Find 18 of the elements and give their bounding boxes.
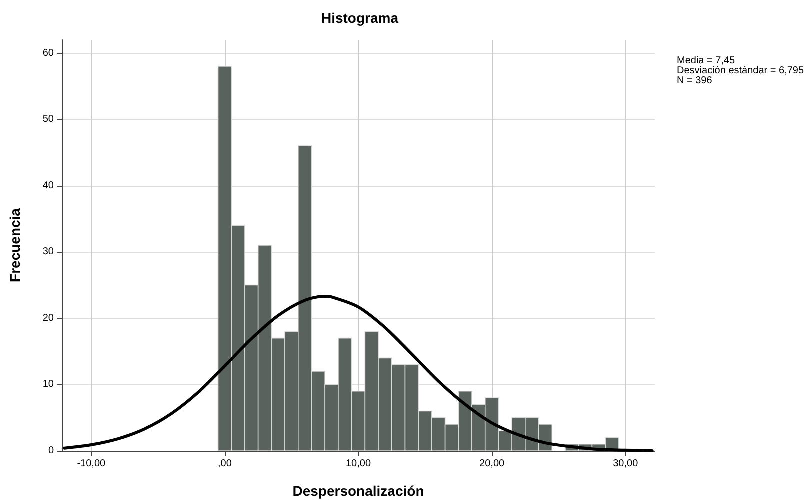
x-tick-label: -10,00 <box>77 458 106 470</box>
y-tick-label: 0 <box>48 446 54 456</box>
y-axis-title: Frecuencia <box>7 208 23 282</box>
y-tick-label: 50 <box>42 114 54 126</box>
text: Media = 7,45 <box>677 56 736 66</box>
y-tick-label: 20 <box>42 312 54 324</box>
x-tick-label: 10,00 <box>346 458 372 470</box>
y-tick-label: 30 <box>42 246 54 258</box>
x-tick-label: 30,00 <box>613 458 639 470</box>
y-tick-label: 10 <box>42 379 54 390</box>
y-tick-label: 40 <box>42 180 54 192</box>
y-tick-label: 60 <box>42 48 54 59</box>
x-tick-label: 20,00 <box>480 458 506 470</box>
chart-title: Histograma <box>321 10 399 26</box>
text: Desviación estándar = 6,795 <box>677 66 804 76</box>
text: N = 396 <box>677 76 713 86</box>
x-axis-title: Despersonalización <box>292 483 424 499</box>
x-tick-label: ,00 <box>218 458 232 470</box>
